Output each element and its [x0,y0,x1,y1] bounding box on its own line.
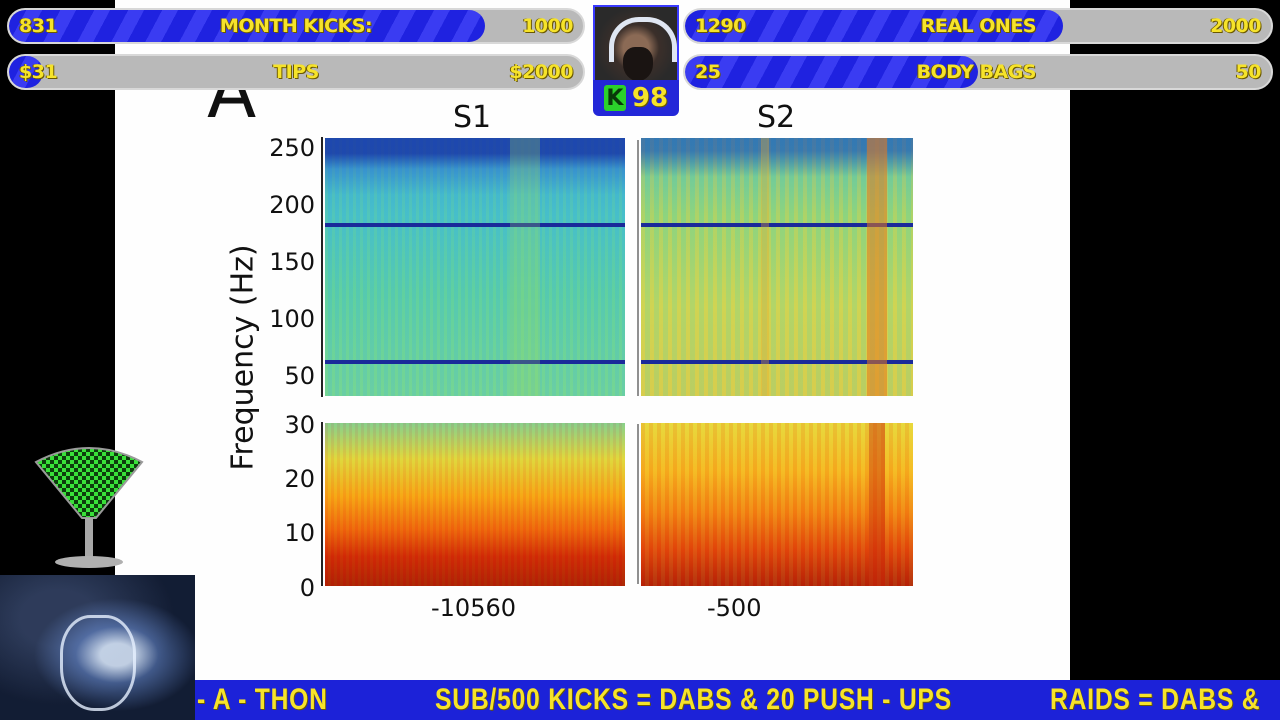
ticker-segment: RAIDS = DABS & [1050,683,1261,716]
y-axis-line-bottom [321,422,323,586]
streamer-face [623,47,653,81]
y-axis-line-top [321,137,323,397]
tips-fill [9,56,44,88]
real-ones-bar: 1290 REAL ONES 2000 [683,8,1273,44]
y-tick-label: 150 [269,248,315,276]
martini-glass-icon [34,447,144,568]
scrolling-ticker: - A - THON SUB/500 KICKS = DABS & 20 PUS… [195,680,1280,720]
headphones-icon [609,17,677,62]
spectrogram-s1-high [325,138,625,396]
y-tick-label: 100 [269,305,315,333]
tips-current: $31 [19,61,58,83]
real-ones-fill [685,10,1063,42]
glass-rig-icon [60,615,136,711]
spectral-band [761,138,769,396]
spectrogram-s2-low [641,423,913,586]
real-ones-goal: 2000 [1210,15,1261,37]
kick-counter: K 98 [593,80,679,116]
body-bags-current: 25 [695,61,721,83]
month-kicks-bar: 831 MONTH KICKS: 1000 [7,8,585,44]
line-noise-180hz [641,223,913,227]
x-tick-label: -500 [707,594,762,622]
subplot-title-s2: S2 [757,100,796,135]
real-ones-label: REAL ONES [920,15,1037,37]
body-bags-bar: 25 BODY BAGS 50 [683,54,1273,90]
line-noise-60hz [325,360,625,364]
tips-bar: $31 TIPS $2000 [7,54,585,90]
real-ones-current: 1290 [695,15,746,37]
month-kicks-fill [9,10,486,42]
ticker-segment: SUB/500 KICKS = DABS & 20 PUSH - UPS [435,683,952,716]
y-tick-label: 0 [299,574,315,602]
spectrogram-s1-low [325,423,625,586]
y-tick-label: 10 [284,519,315,547]
shared-slide: A S1 S2 Frequency (Hz) 250 200 150 100 5… [115,0,1070,680]
webcam-feed [593,5,679,83]
secondary-camera-feed [0,575,195,720]
spectral-band [867,138,887,396]
month-kicks-current: 831 [19,15,58,37]
tips-label: TIPS [273,61,319,83]
body-bags-fill [685,56,978,88]
y-tick-label: 50 [284,362,315,390]
spectrogram-s2-high [641,138,913,396]
month-kicks-label: MONTH KICKS: [219,15,373,37]
line-noise-180hz [325,223,625,227]
y-tick-label: 200 [269,191,315,219]
kick-count: 98 [631,83,669,113]
body-bags-goal: 50 [1235,61,1262,83]
line-noise-60hz [641,360,913,364]
x-tick-label: -10560 [431,594,517,622]
panel-divider [637,140,639,396]
spectral-band [510,138,540,396]
month-kicks-goal: 1000 [522,15,573,37]
panel-divider [637,424,639,584]
ticker-segment: - A - THON [197,683,328,716]
subplot-title-s1: S1 [453,100,492,135]
y-tick-label: 20 [284,465,315,493]
body-bags-label: BODY BAGS [916,61,1037,83]
spectral-band [869,423,885,586]
y-tick-label: 30 [284,411,315,439]
y-axis-label: Frequency (Hz) [225,244,261,471]
kick-logo-icon: K [603,85,626,111]
y-tick-label: 250 [269,134,315,162]
tips-goal: $2000 [509,61,573,83]
